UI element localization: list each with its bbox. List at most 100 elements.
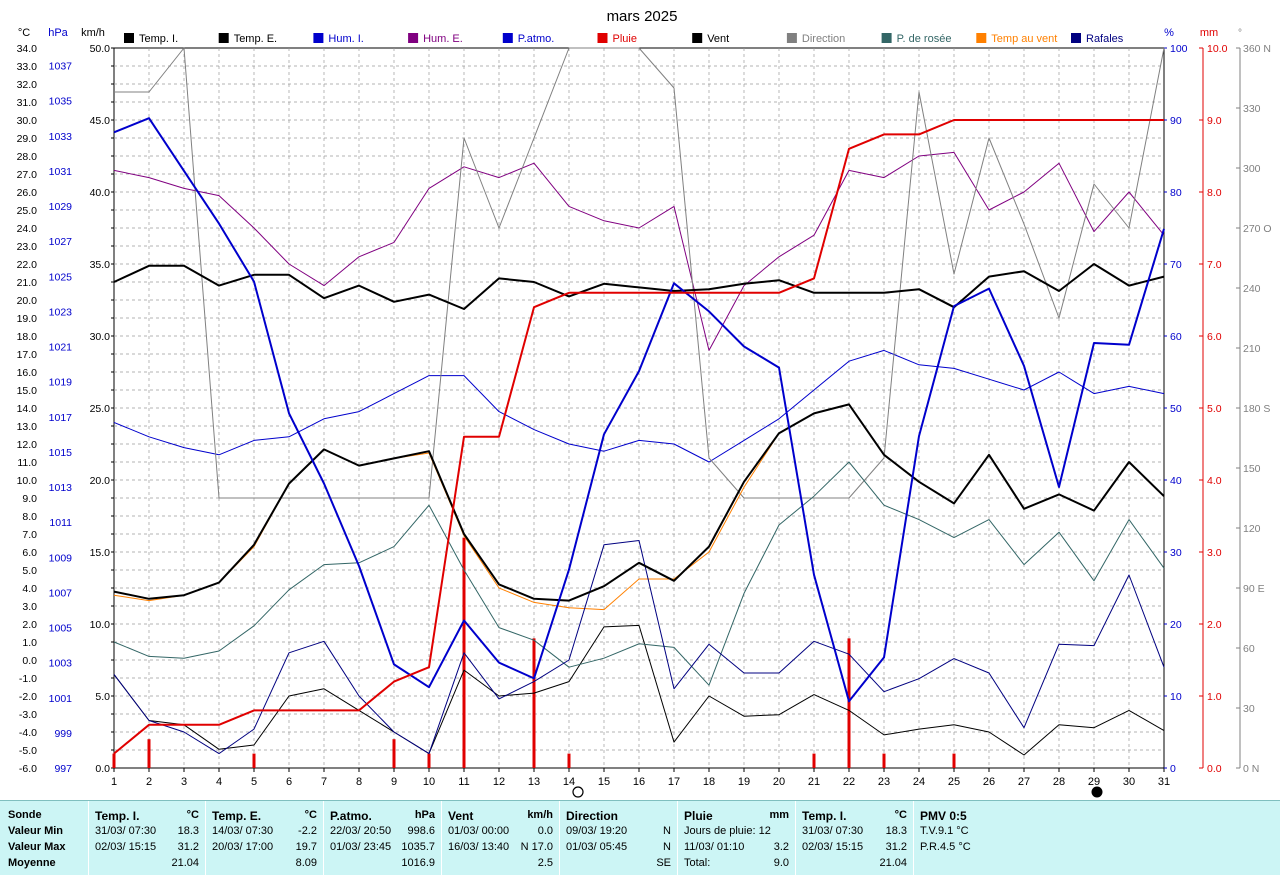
legend-swatch-hum-i xyxy=(313,33,324,43)
direction-tick-label: 150 xyxy=(1243,463,1261,475)
chart-legend: Temp. I. Temp. E. Hum. I. Hum. E. P.atmo. Plu… xyxy=(124,33,1124,45)
moon-full-icon xyxy=(572,786,584,798)
pressure-tick-label: 999 xyxy=(54,728,72,740)
stats-column-direction: Direction 09/03/ 19:20 N 01/03/ 05:45 N … xyxy=(560,801,678,875)
x-tick-label: 12 xyxy=(493,776,505,788)
temp-tick-label: 7.0 xyxy=(22,529,37,541)
stats-rain-total-label: Total: xyxy=(684,857,711,869)
x-tick-label: 18 xyxy=(703,776,715,788)
legend-label-hum-e: Hum. E. xyxy=(423,33,463,45)
temp-tick-label: 28.0 xyxy=(17,151,38,163)
temp-tick-label: 6.0 xyxy=(22,547,37,559)
stats-min-value: 18.3 xyxy=(885,825,907,837)
legend-label-direction: Direction xyxy=(802,33,845,45)
temp-tick-label: 16.0 xyxy=(17,367,38,379)
legend-label-pluie: Pluie xyxy=(613,33,637,45)
x-tick-label: 13 xyxy=(528,776,540,788)
series-line-p-atmo xyxy=(113,117,1165,703)
humidity-tick-label: 80 xyxy=(1170,187,1182,199)
x-tick-label: 20 xyxy=(773,776,785,788)
series-line-direction xyxy=(114,47,1165,499)
temp-tick-label: 12.0 xyxy=(17,439,38,451)
wind-tick-label: 50.0 xyxy=(90,43,111,55)
temp-tick-label: 8.0 xyxy=(22,511,37,523)
rain-tick-label: 8.0 xyxy=(1207,187,1222,199)
x-tick-label: 31 xyxy=(1158,776,1170,788)
stats-column-rain: Pluie mm Jours de pluie: 12 11/03/ 01:10… xyxy=(678,801,796,875)
direction-tick-label: 90 E xyxy=(1243,583,1265,595)
x-tick-label: 30 xyxy=(1123,776,1135,788)
humidity-axis-unit: % xyxy=(1164,27,1174,39)
x-tick-label: 28 xyxy=(1053,776,1065,788)
stats-min-time: 09/03/ 19:20 xyxy=(566,825,628,837)
temp-tick-label: -2.0 xyxy=(19,691,37,703)
stats-max-time: 02/03/ 15:15 xyxy=(802,841,864,853)
pressure-tick-label: 1017 xyxy=(49,412,73,424)
temp-axis-unit: °C xyxy=(18,27,30,39)
humidity-tick-label: 30 xyxy=(1170,547,1182,559)
temp-tick-label: 3.0 xyxy=(22,601,37,613)
stats-label-avg: Moyenne xyxy=(8,857,56,869)
temp-tick-label: 17.0 xyxy=(17,349,38,361)
wind-axis-unit: km/h xyxy=(81,27,105,39)
stats-unit: °C xyxy=(186,809,199,821)
temp-tick-label: 29.0 xyxy=(17,133,38,145)
wind-tick-label: 30.0 xyxy=(90,331,111,343)
pressure-tick-label: 1005 xyxy=(49,623,73,635)
stats-pmv-tv: T.V.9.1 °C xyxy=(920,825,969,837)
temp-tick-label: 5.0 xyxy=(22,565,37,577)
x-tick-label: 5 xyxy=(251,776,257,788)
wind-tick-label: 45.0 xyxy=(90,115,111,127)
series-lines xyxy=(113,47,1165,756)
direction-tick-label: 240 xyxy=(1243,283,1261,295)
series-line-vent xyxy=(113,624,1165,756)
direction-tick-label: 30 xyxy=(1243,703,1255,715)
x-tick-label: 3 xyxy=(181,776,187,788)
legend-label-hum-i: Hum. I. xyxy=(328,33,363,45)
stats-max-value: 31.2 xyxy=(885,841,907,853)
stats-rain-max-time: 11/03/ 01:10 xyxy=(684,841,745,853)
stats-average: 1016.9 xyxy=(401,857,435,869)
temp-tick-label: 24.0 xyxy=(17,223,38,235)
stats-column-temp-i-2: Temp. I. °C 31/03/ 07:30 18.3 02/03/ 15:… xyxy=(796,801,914,875)
stats-pmv-pr: P.R.4.5 °C xyxy=(920,841,971,853)
stats-max-time: 01/03/ 05:45 xyxy=(566,841,628,853)
chart-grid xyxy=(113,47,1165,769)
series-line-hum-i xyxy=(113,349,1165,463)
rain-tick-label: 9.0 xyxy=(1207,115,1222,127)
x-tick-label: 10 xyxy=(423,776,435,788)
series-line-rafales xyxy=(113,540,1165,755)
temp-tick-label: 21.0 xyxy=(17,277,38,289)
rain-tick-label: 0.0 xyxy=(1207,763,1222,775)
chart-title: mars 2025 xyxy=(607,8,678,25)
pressure-tick-label: 1019 xyxy=(49,377,73,389)
humidity-tick-label: 100 xyxy=(1170,43,1188,55)
legend-swatch-temp-i xyxy=(124,33,134,43)
temp-tick-label: 14.0 xyxy=(17,403,38,415)
stats-max-value: 1035.7 xyxy=(401,841,435,853)
stats-title: Temp. I. xyxy=(802,809,847,823)
moon-new-icon xyxy=(1091,786,1103,798)
legend-swatch-pluie xyxy=(597,33,608,43)
stats-average: 21.04 xyxy=(171,857,199,869)
temp-tick-label: 23.0 xyxy=(17,241,38,253)
legend-swatch-vent xyxy=(692,33,703,43)
stats-unit: mm xyxy=(769,809,789,821)
series-line-temp-i xyxy=(113,263,1165,310)
pressure-tick-label: 1021 xyxy=(49,342,73,354)
stats-column-pressure: P.atmo. hPa 22/03/ 20:50 998.6 01/03/ 23… xyxy=(324,801,442,875)
direction-tick-label: 0 N xyxy=(1243,763,1259,775)
x-tick-label: 21 xyxy=(808,776,820,788)
temp-tick-label: 20.0 xyxy=(17,295,38,307)
x-tick-label: 1 xyxy=(111,776,117,788)
stats-label-min: Valeur Min xyxy=(8,825,64,837)
temp-tick-label: 31.0 xyxy=(17,97,38,109)
x-tick-label: 4 xyxy=(216,776,222,788)
stats-column-temp-e: Temp. E. °C 14/03/ 07:30 -2.2 20/03/ 17:… xyxy=(206,801,324,875)
legend-swatch-p-atmo xyxy=(502,33,513,43)
pressure-tick-label: 1013 xyxy=(49,482,73,494)
rain-tick-label: 2.0 xyxy=(1207,619,1222,631)
moon-phases xyxy=(572,786,1103,798)
stats-average: 2.5 xyxy=(537,857,553,869)
humidity-tick-label: 90 xyxy=(1170,115,1182,127)
